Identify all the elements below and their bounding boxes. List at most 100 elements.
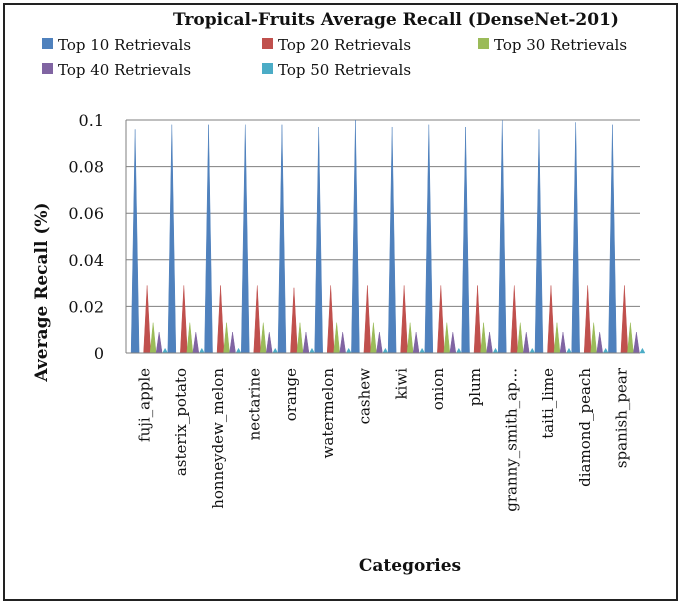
legend: Top 10 Retrievals Top 20 Retrievals Top 30… xyxy=(42,36,627,79)
x-category-label: plum xyxy=(466,368,484,406)
y-tick-labels: 0 0.02 0.04 0.06 0.08 0.1 xyxy=(68,111,104,363)
x-category-label: spanish_pear xyxy=(613,367,631,468)
bar-3-taiti-lime xyxy=(553,322,561,354)
bar-5-honneydew-melon xyxy=(235,347,242,354)
chart-frame xyxy=(3,3,678,601)
bar-4-fuji-apple xyxy=(155,331,163,354)
bars xyxy=(130,119,646,354)
bar-5-watermelon xyxy=(345,347,352,354)
bar-4-granny-smith-ap--- xyxy=(522,331,530,354)
x-category-label: taiti_lime xyxy=(539,368,557,439)
x-axis-label: Categories xyxy=(359,556,461,576)
bar-3-honneydew-melon xyxy=(223,322,230,354)
chart-title: Tropical-Fruits Average Recall (DenseNet… xyxy=(173,10,619,30)
bar-4-asterix-potato xyxy=(192,331,200,354)
y-tick-label: 0.02 xyxy=(68,297,104,316)
legend-swatch-3 xyxy=(478,38,489,49)
x-category-labels: fuji_apple asterix_potato honneydew_melon n… xyxy=(135,367,630,512)
legend-label-2: Top 20 Retrievals xyxy=(278,36,411,54)
x-category-label: honneydew_melon xyxy=(209,368,227,509)
x-category-label: cashew xyxy=(356,368,374,425)
bar-1-onion xyxy=(424,124,434,354)
bar-1-spanish-pear xyxy=(608,124,617,354)
bar-4-cashew xyxy=(376,331,383,354)
grid-lines xyxy=(126,119,640,307)
bar-5-granny-smith-ap--- xyxy=(529,347,536,354)
bar-2-watermelon xyxy=(326,285,335,354)
bar-2-plum xyxy=(473,285,482,354)
bar-4-orange xyxy=(302,331,310,354)
bar-5-onion xyxy=(455,347,462,354)
bar-1-watermelon xyxy=(314,126,323,354)
bar-3-nectarine xyxy=(259,322,267,354)
bar-4-onion xyxy=(449,331,457,354)
bar-5-nectarine xyxy=(272,347,279,354)
bar-4-spanish-pear xyxy=(633,331,640,354)
bar-5-plum xyxy=(492,347,499,354)
y-tick-label: 0.1 xyxy=(79,111,104,130)
bar-3-granny-smith-ap--- xyxy=(516,322,524,354)
x-category-label: nectarine xyxy=(246,368,264,441)
x-category-label: orange xyxy=(282,368,300,421)
legend-swatch-1 xyxy=(42,38,53,49)
bar-2-granny-smith-ap--- xyxy=(510,285,519,354)
legend-label-5: Top 50 Retrievals xyxy=(278,61,411,79)
bar-2-nectarine xyxy=(253,285,262,354)
x-category-label: granny_smith_ap... xyxy=(503,368,521,512)
bar-4-plum xyxy=(486,331,493,354)
x-category-label: kiwi xyxy=(392,368,410,400)
bar-2-fuji-apple xyxy=(143,285,151,354)
bar-3-onion xyxy=(443,322,451,354)
bar-1-taiti-lime xyxy=(534,129,544,354)
bar-4-diamond-peach xyxy=(596,331,603,354)
bar-3-watermelon xyxy=(333,322,340,354)
bar-4-honneydew-melon xyxy=(229,331,236,354)
legend-swatch-4 xyxy=(42,63,53,74)
legend-swatch-2 xyxy=(262,38,273,49)
bar-4-nectarine xyxy=(265,331,273,354)
bar-1-plum xyxy=(461,126,470,354)
bar-4-watermelon xyxy=(339,331,346,354)
bar-2-asterix-potato xyxy=(180,285,188,354)
bar-5-orange xyxy=(309,347,315,354)
bar-3-asterix-potato xyxy=(186,322,194,354)
y-axis-label: Average Recall (%) xyxy=(32,202,52,382)
bar-5-asterix-potato xyxy=(198,347,205,354)
bar-1-fuji-apple xyxy=(130,129,140,354)
bar-3-orange xyxy=(296,322,304,354)
x-category-label: watermelon xyxy=(319,368,337,459)
bar-2-honneydew-melon xyxy=(216,285,225,354)
y-tick-label: 0.08 xyxy=(68,158,104,177)
bar-3-diamond-peach xyxy=(590,322,597,354)
bar-5-taiti-lime xyxy=(566,347,572,354)
bar-1-diamond-peach xyxy=(571,122,580,354)
legend-label-3: Top 30 Retrievals xyxy=(494,36,627,54)
bar-4-kiwi xyxy=(412,331,420,354)
bar-5-diamond-peach xyxy=(602,347,609,354)
x-category-label: fuji_apple xyxy=(135,368,153,442)
bar-1-honneydew-melon xyxy=(204,124,213,354)
bar-1-asterix-potato xyxy=(167,124,177,354)
bar-2-taiti-lime xyxy=(547,285,555,354)
y-tick-label: 0.04 xyxy=(68,251,104,270)
bar-1-kiwi xyxy=(387,126,397,354)
bar-5-fuji-apple xyxy=(162,347,169,354)
bar-5-kiwi xyxy=(419,347,426,354)
bar-5-cashew xyxy=(382,347,389,354)
bar-1-granny-smith-ap--- xyxy=(498,119,507,354)
bar-3-kiwi xyxy=(406,322,414,354)
x-category-label: diamond_peach xyxy=(576,368,594,487)
legend-swatch-5 xyxy=(262,63,273,74)
legend-label-1: Top 10 Retrievals xyxy=(58,36,191,54)
y-tick-label: 0.06 xyxy=(68,204,104,223)
bar-2-kiwi xyxy=(400,285,408,354)
bar-3-fuji-apple xyxy=(149,322,157,354)
x-category-label: onion xyxy=(429,368,447,411)
bar-2-orange xyxy=(290,287,298,354)
bar-1-nectarine xyxy=(241,124,250,354)
x-category-label: asterix_potato xyxy=(172,368,190,476)
bar-2-onion xyxy=(437,285,445,354)
axes xyxy=(125,120,640,354)
bar-3-spanish-pear xyxy=(627,322,634,354)
